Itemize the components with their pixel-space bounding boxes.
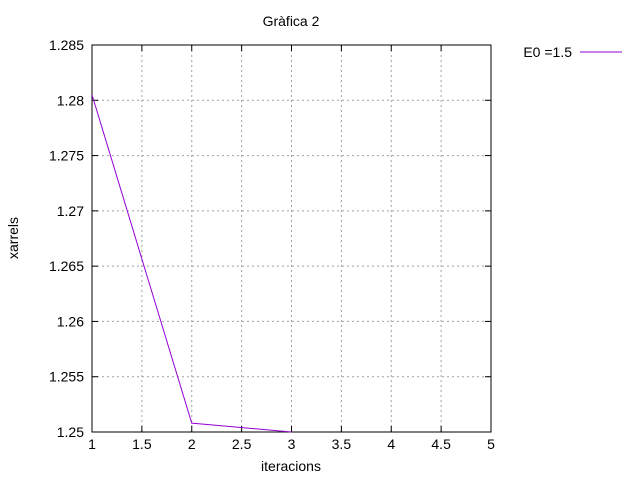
y-tick-label: 1.265 (49, 258, 84, 274)
grid (92, 45, 491, 432)
x-tick-label: 5 (487, 436, 495, 452)
y-tick-label: 1.28 (57, 92, 84, 108)
x-tick-label: 3.5 (332, 436, 352, 452)
x-axis-title: iteracions (261, 458, 321, 474)
series-group (91, 94, 292, 433)
y-tick-label: 1.255 (49, 369, 84, 385)
y-axis-title: xarrels (5, 217, 21, 259)
y-tick-label: 1.26 (57, 313, 84, 329)
x-tick-label: 1 (88, 436, 96, 452)
x-tick-label: 3 (288, 436, 296, 452)
legend: E0 =1.5 (523, 44, 622, 60)
y-tick-label: 1.285 (49, 37, 84, 53)
x-tick-label: 2 (188, 436, 196, 452)
y-tick-label: 1.25 (57, 424, 84, 440)
x-tick-label: 4.5 (431, 436, 451, 452)
axis-ticks: 1 1.5 2 2.5 3 3.5 4 4.5 5 1.25 1.255 1.26 1.265 1.27 1… (49, 37, 495, 452)
chart-title: Gràfica 2 (263, 13, 320, 29)
x-tick-label: 4 (387, 436, 395, 452)
x-tick-label: 2.5 (232, 436, 252, 452)
plot-frame (91, 44, 492, 433)
y-tick-label: 1.275 (49, 148, 84, 164)
y-tick-label: 1.27 (57, 203, 84, 219)
series-line (91, 94, 292, 433)
x-tick-label: 1.5 (132, 436, 152, 452)
legend-label: E0 =1.5 (523, 44, 572, 60)
